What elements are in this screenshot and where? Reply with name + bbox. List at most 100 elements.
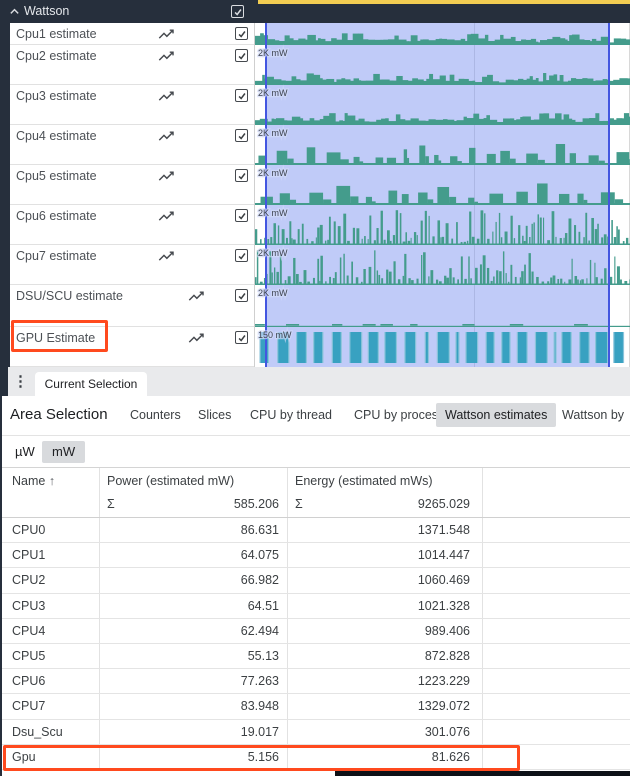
track-name: Cpu7 estimate [16,249,97,263]
cell-name: CPU2 [12,573,45,587]
unit-toggle-uw[interactable]: µW [5,441,45,463]
group-indent-bar [2,23,10,367]
track-name: Cpu3 estimate [16,89,97,103]
minimap-highlight-strip[interactable] [258,0,630,4]
table-row: CPU7 83.948 1329.072 [2,694,630,719]
table-row: CPU1 64.075 1014.447 [2,543,630,568]
group-checkbox[interactable] [231,5,244,18]
track-checkbox[interactable] [235,169,248,182]
track-row[interactable]: DSU/SCU estimate [10,285,255,327]
cell-name: Gpu [12,750,36,764]
perfetto-trace-viewer: Wattson Cpu1 estimate Cpu2 estimate Cpu3… [0,0,630,776]
track-checkbox[interactable] [235,249,248,262]
timeline-canvas[interactable] [255,23,630,367]
table-row: CPU4 62.494 989.406 [2,619,630,644]
track-checkbox[interactable] [235,289,248,302]
show-graph-icon[interactable] [157,90,176,103]
cell-energy: 81.626 [295,750,470,764]
cell-power: 5.156 [107,750,279,764]
details-view-cpu-by-process[interactable]: CPU by process [354,408,444,422]
track-group-title: Wattson [24,4,69,18]
track-name: Cpu6 estimate [16,209,97,223]
cell-energy: 1014.447 [295,548,470,562]
cell-energy: 1371.548 [295,523,470,537]
track-row[interactable]: Cpu2 estimate [10,45,255,85]
details-view-counters[interactable]: Counters [130,408,181,422]
track-row[interactable]: GPU Estimate [10,327,255,367]
cell-power: 64.075 [107,548,279,562]
chevron-up-icon [9,6,20,20]
details-view-wattson-by[interactable]: Wattson by [562,408,624,422]
column-header-name[interactable]: Name ↑ [12,474,55,488]
details-title: Area Selection [10,406,108,423]
details-tab-strip: ⋮ Current Selection [2,367,630,396]
track-checkbox[interactable] [235,49,248,62]
show-graph-icon[interactable] [157,50,176,63]
details-view-cpu-by-thread[interactable]: CPU by thread [250,408,332,422]
cell-name: Dsu_Scu [12,725,63,739]
track-checkbox[interactable] [235,331,248,344]
window-bottom-bar [335,771,630,776]
cell-energy: 301.076 [295,725,470,739]
track-name: DSU/SCU estimate [16,289,123,303]
show-graph-icon[interactable] [187,290,206,303]
show-graph-icon[interactable] [157,170,176,183]
cell-name: CPU4 [12,624,45,638]
track-name: Cpu5 estimate [16,169,97,183]
table-row: CPU555.13872.828 [2,644,630,669]
show-graph-icon[interactable] [157,210,176,223]
track-name: Cpu1 estimate [16,27,97,41]
drag-handle-icon[interactable]: ⋮ [13,372,28,390]
table-row: Gpu 5.156 81.626 [2,745,630,770]
show-graph-icon[interactable] [157,250,176,263]
unit-toggle-mw[interactable]: mW [42,441,85,463]
track-checkbox[interactable] [235,129,248,142]
cell-energy: 1223.229 [295,674,470,688]
table-row: CPU364.511021.328 [2,594,630,619]
cell-energy: 1329.072 [295,699,470,713]
details-view-slices[interactable]: Slices [198,408,231,422]
wattson-estimates-table: Name ↑ Power (estimated mW) Energy (esti… [2,467,630,776]
cell-power: 66.982 [107,573,279,587]
track-row[interactable]: Cpu7 estimate [10,245,255,285]
energy-sum-value: 9265.029 [295,497,470,511]
show-graph-icon[interactable] [157,28,176,41]
tabstrip-corner [2,367,8,396]
cell-name: CPU7 [12,699,45,713]
cell-energy: 1021.328 [295,599,470,613]
sort-ascending-icon: ↑ [49,474,55,488]
column-header-energy[interactable]: Energy (estimated mWs) [295,474,433,488]
details-header-bar: Area Selection Counters Slices CPU by thre… [2,396,630,436]
show-graph-icon[interactable] [187,332,206,345]
track-row[interactable]: Cpu4 estimate [10,125,255,165]
track-row[interactable]: Cpu5 estimate [10,165,255,205]
track-row[interactable]: Cpu3 estimate [10,85,255,125]
cell-name: CPU3 [12,599,45,613]
cell-name: CPU6 [12,674,45,688]
cell-power: 62.494 [107,624,279,638]
track-row[interactable]: Cpu6 estimate [10,205,255,245]
track-name: Cpu4 estimate [16,129,97,143]
show-graph-icon[interactable] [157,130,176,143]
track-list: Cpu1 estimate Cpu2 estimate Cpu3 estimat… [10,23,255,367]
details-view-wattson-estimates[interactable]: Wattson estimates [436,403,556,427]
track-name: Cpu2 estimate [16,49,97,63]
timeline-section: Wattson Cpu1 estimate Cpu2 estimate Cpu3… [2,0,630,367]
cell-power: 83.948 [107,699,279,713]
unit-toggle-row: µW mW [2,437,630,467]
cell-energy: 989.406 [295,624,470,638]
cell-name: CPU5 [12,649,45,663]
cell-power: 55.13 [107,649,279,663]
power-sum-value: 585.206 [107,497,279,511]
cell-power: 86.631 [107,523,279,537]
track-checkbox[interactable] [235,209,248,222]
tab-current-selection[interactable]: Current Selection [35,372,147,396]
track-checkbox[interactable] [235,89,248,102]
cell-energy: 1060.469 [295,573,470,587]
track-row[interactable]: Cpu1 estimate [10,23,255,45]
cell-name: CPU1 [12,548,45,562]
track-checkbox[interactable] [235,27,248,40]
table-row: CPU677.2631223.229 [2,669,630,694]
column-header-power[interactable]: Power (estimated mW) [107,474,234,488]
table-row: Dsu_Scu19.017301.076 [2,720,630,745]
